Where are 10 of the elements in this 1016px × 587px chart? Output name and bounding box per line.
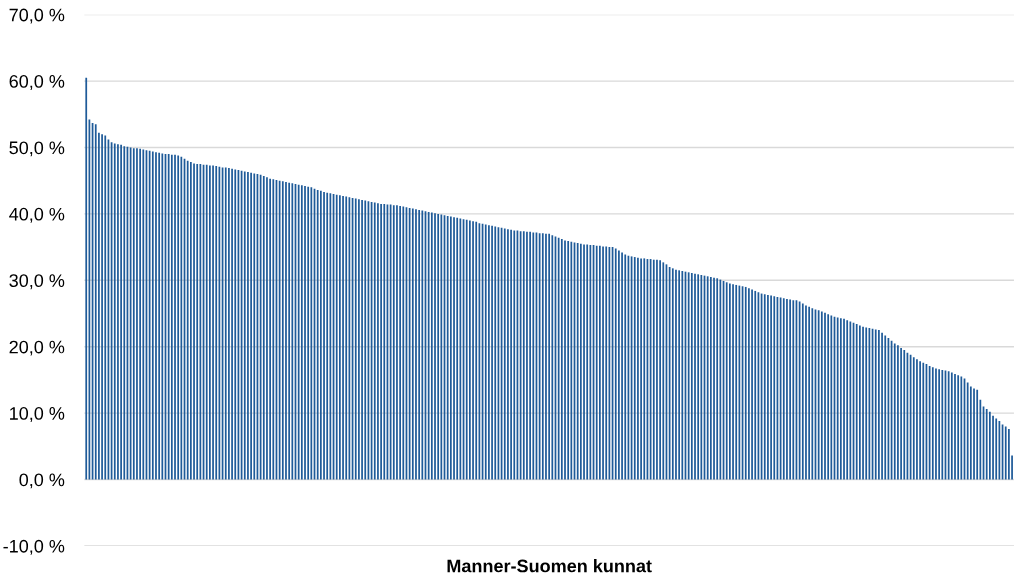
- y-tick-label: 70,0 %: [9, 8, 65, 24]
- y-tick-label: 10,0 %: [10, 407, 65, 422]
- y-tick-label: 40,0 %: [9, 207, 65, 223]
- y-tick-label: 30,0 %: [9, 274, 65, 290]
- y-tick-label: 60,0 %: [9, 75, 65, 90]
- y-tick-label: 0,0 %: [19, 473, 65, 489]
- y-tick-label: 20,0 %: [9, 340, 65, 356]
- x-axis-title: Manner-Suomen kunnat: [447, 559, 652, 573]
- y-tick-label: -10,0 %: [3, 539, 65, 555]
- y-tick-label: 50,0 %: [9, 141, 65, 157]
